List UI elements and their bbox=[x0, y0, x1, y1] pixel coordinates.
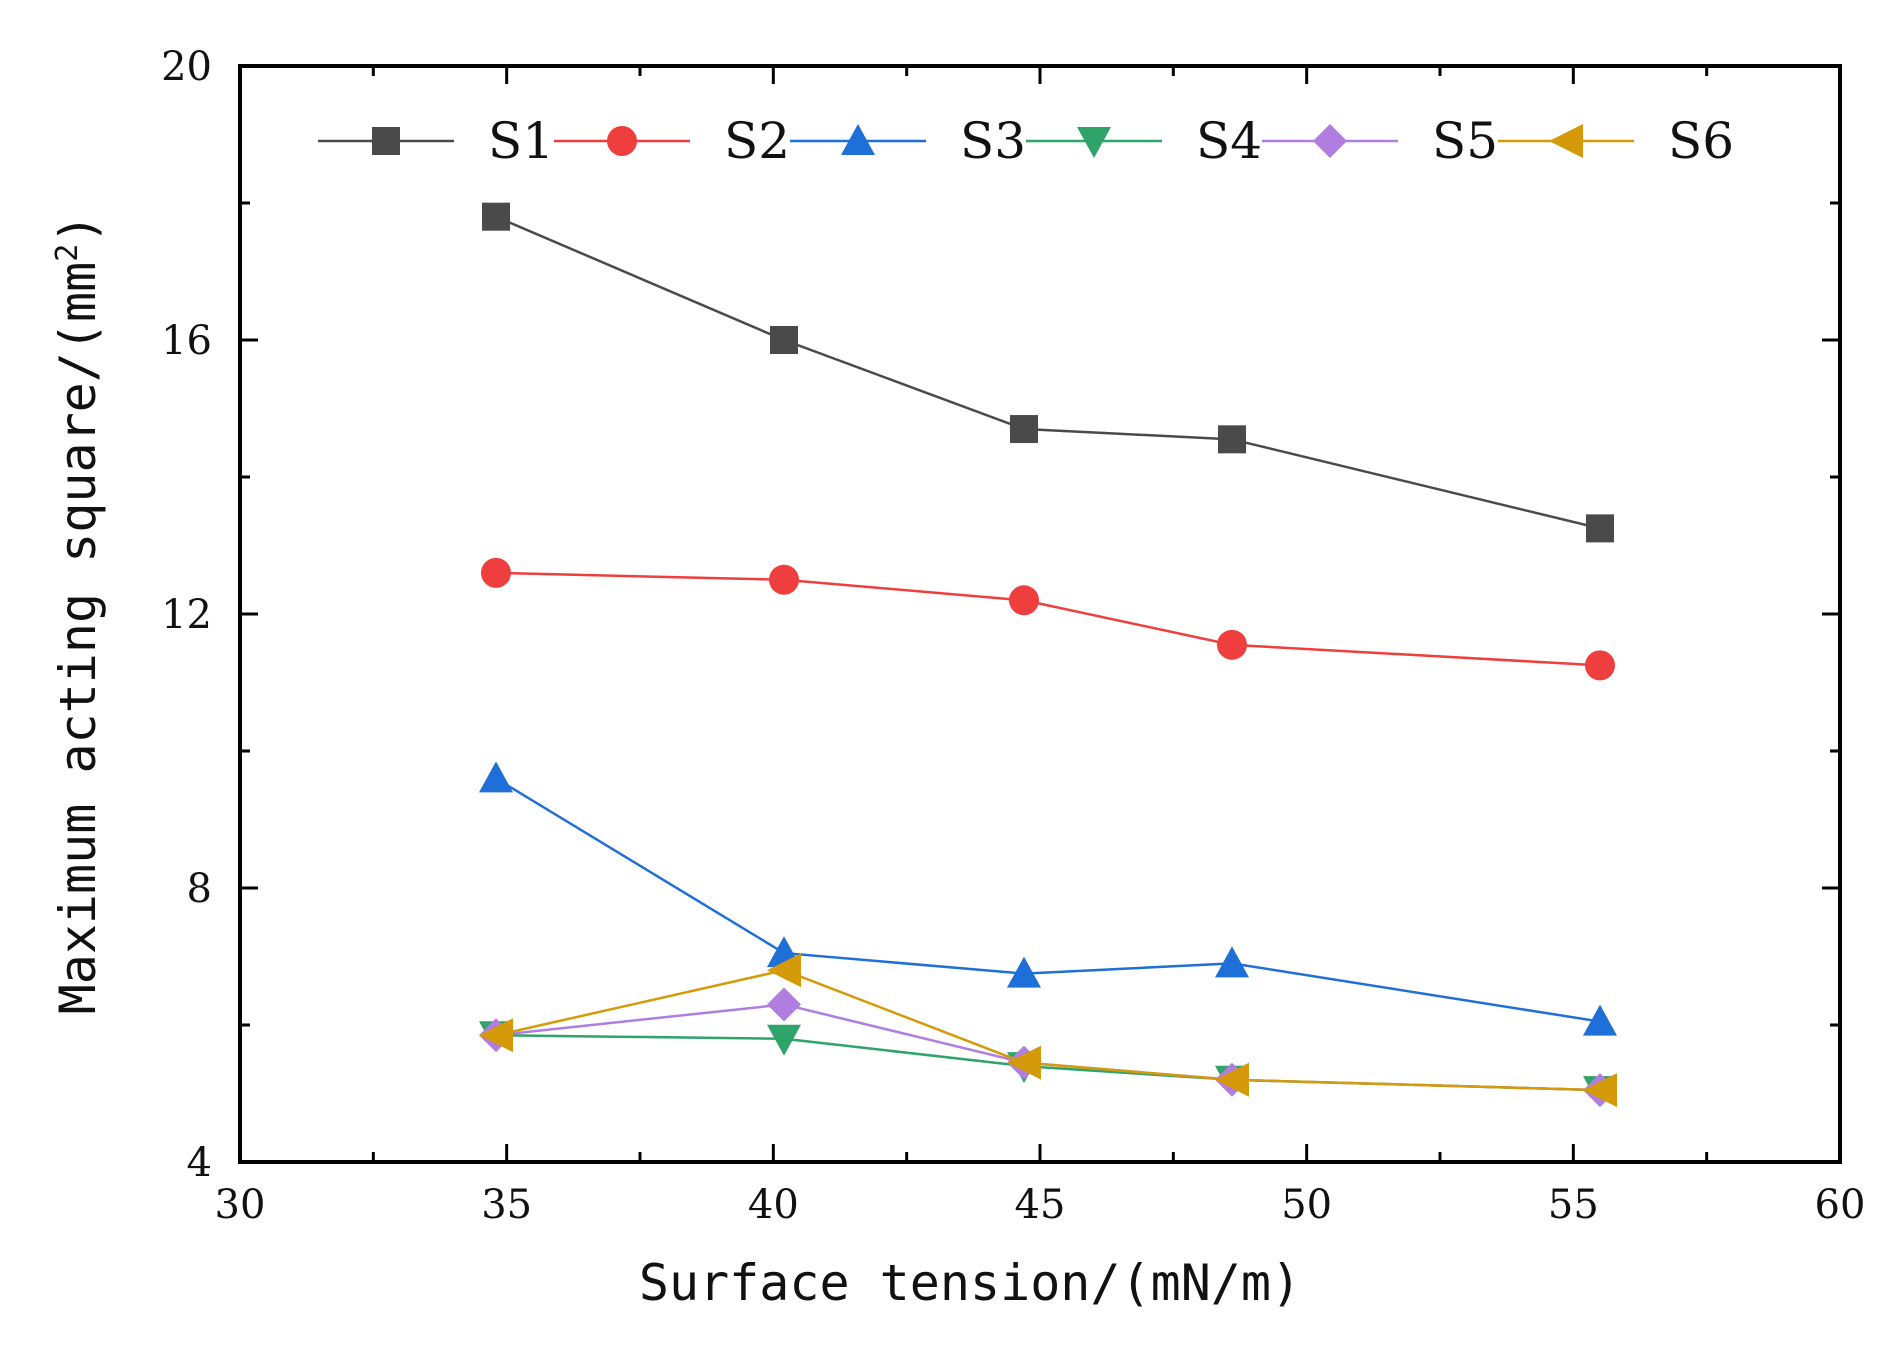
legend-item-s3: S3 bbox=[790, 112, 1026, 170]
y-axis-title-close: ) bbox=[49, 214, 107, 244]
x-axis-title: Surface tension/(mN/m) bbox=[639, 1254, 1301, 1312]
series-s1 bbox=[482, 202, 1614, 543]
legend-marker-s6 bbox=[1549, 124, 1583, 158]
legend-marker-s5 bbox=[1313, 124, 1347, 158]
x-tick-label: 60 bbox=[1815, 1182, 1866, 1228]
axis-ticks: 30 35 40 45 50 55 60 4 8 12 16 20 bbox=[161, 44, 1865, 1228]
data-point-s1 bbox=[482, 202, 510, 231]
data-point-s2 bbox=[1585, 650, 1615, 681]
data-point-s1 bbox=[1586, 514, 1614, 543]
legend-item-s2: S2 bbox=[554, 112, 790, 170]
x-tick-label: 35 bbox=[481, 1182, 532, 1228]
data-point-s6 bbox=[767, 953, 801, 988]
data-point-s3 bbox=[1215, 946, 1249, 978]
data-point-s6 bbox=[1583, 1073, 1617, 1108]
x-tick-label: 30 bbox=[215, 1182, 266, 1228]
legend-label: S4 bbox=[1196, 112, 1262, 170]
legend-item-s5: S5 bbox=[1262, 112, 1498, 170]
data-point-s2 bbox=[481, 557, 511, 588]
data-point-s3 bbox=[1007, 956, 1041, 988]
series-layer bbox=[479, 202, 1617, 1108]
data-point-s3 bbox=[1583, 1004, 1617, 1036]
series-line-s2 bbox=[495, 571, 1601, 667]
data-point-s1 bbox=[1218, 425, 1246, 454]
data-point-s1 bbox=[770, 326, 798, 354]
data-point-s6 bbox=[1215, 1062, 1249, 1097]
series-line-s1 bbox=[495, 215, 1601, 530]
series-line-s3 bbox=[495, 777, 1601, 1023]
data-point-s6 bbox=[1007, 1045, 1041, 1080]
series-s3 bbox=[479, 761, 1617, 1036]
data-point-s2 bbox=[769, 564, 799, 595]
legend-marker-s3 bbox=[841, 124, 875, 155]
legend-label: S1 bbox=[488, 112, 554, 170]
y-tick-label: 20 bbox=[161, 44, 212, 90]
series-line-s5 bbox=[495, 1003, 1601, 1092]
legend-label: S5 bbox=[1432, 112, 1498, 170]
x-tick-label: 40 bbox=[748, 1182, 799, 1228]
data-point-s3 bbox=[479, 761, 513, 793]
legend-marker-s2 bbox=[607, 126, 637, 156]
x-tick-label: 45 bbox=[1015, 1182, 1066, 1228]
series-line-s4 bbox=[495, 1034, 1601, 1092]
legend-label: S6 bbox=[1668, 112, 1734, 170]
legend-label: S2 bbox=[724, 112, 790, 170]
y-tick-label: 8 bbox=[187, 866, 212, 912]
data-point-s2 bbox=[1217, 629, 1247, 660]
data-point-s2 bbox=[1009, 585, 1039, 616]
y-axis-title-main: Maximum acting square/(mm bbox=[49, 262, 107, 1015]
y-tick-label: 12 bbox=[161, 592, 212, 638]
y-tick-label: 4 bbox=[187, 1140, 212, 1186]
series-s5 bbox=[479, 987, 1617, 1108]
y-tick-label: 16 bbox=[161, 318, 212, 364]
data-point-s6 bbox=[479, 1018, 513, 1053]
legend-item-s6: S6 bbox=[1498, 112, 1734, 170]
legend-item-s4: S4 bbox=[1026, 112, 1262, 170]
data-point-s1 bbox=[1010, 415, 1038, 444]
series-s2 bbox=[481, 557, 1615, 681]
legend-marker-s4 bbox=[1077, 127, 1111, 158]
data-point-s4 bbox=[767, 1024, 801, 1056]
legend: S1 S2 S3 S4 S5 S6 bbox=[318, 112, 1734, 170]
data-point-s5 bbox=[767, 987, 801, 1022]
x-tick-label: 55 bbox=[1548, 1182, 1599, 1228]
y-axis-title: Maximum acting square/(mm2) bbox=[49, 214, 107, 1015]
series-s6 bbox=[479, 953, 1617, 1108]
series-line-s6 bbox=[495, 968, 1601, 1092]
legend-marker-s1 bbox=[372, 127, 400, 155]
x-tick-label: 50 bbox=[1281, 1182, 1332, 1228]
plot-frame bbox=[238, 64, 1842, 1164]
legend-label: S3 bbox=[960, 112, 1026, 170]
legend-item-s1: S1 bbox=[318, 112, 554, 170]
y-axis-title-superscript: 2 bbox=[50, 244, 85, 262]
